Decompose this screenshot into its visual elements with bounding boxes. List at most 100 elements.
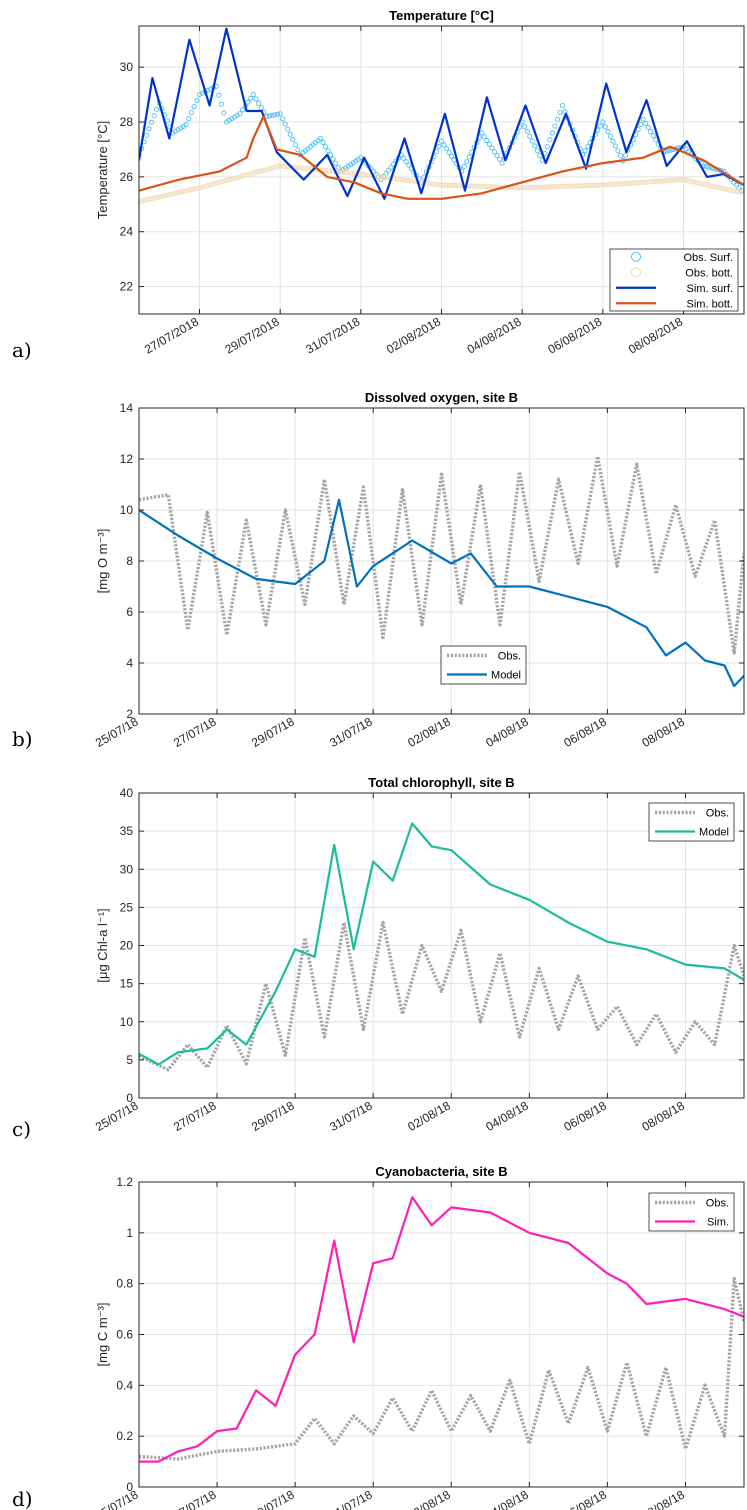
- data-point: [558, 183, 564, 190]
- y-tick-label: 14: [120, 401, 134, 415]
- data-point: [701, 181, 708, 187]
- legend-label: Obs. bott.: [685, 267, 733, 279]
- y-tick-label: 15: [120, 977, 134, 991]
- legend-label: Model: [491, 670, 521, 682]
- data-point: [443, 146, 450, 152]
- series-group: [139, 822, 744, 1072]
- data-point: [569, 183, 575, 189]
- data-point: [139, 152, 142, 158]
- series-group: [139, 1196, 744, 1463]
- data-point: [149, 119, 155, 125]
- data-point: [532, 143, 538, 149]
- data-point: [464, 159, 470, 165]
- data-point: [222, 178, 229, 184]
- data-point: [730, 188, 737, 194]
- y-tick-label: 30: [120, 862, 134, 876]
- data-point: [347, 170, 353, 176]
- data-point: [202, 183, 208, 189]
- y-tick-label: 2: [126, 707, 133, 721]
- data-point: [350, 170, 356, 176]
- data-point: [612, 143, 618, 149]
- data-point: [461, 164, 467, 170]
- data-point: [486, 141, 492, 147]
- data-point: [280, 163, 286, 169]
- data-point: [736, 189, 742, 195]
- data-point: [337, 169, 343, 175]
- data-point: [154, 106, 160, 112]
- panel-c: 0 5 10 15 20 25 30 35 40 25/07/18 27/07/18 29/07/18…: [12, 775, 745, 1141]
- data-point: [251, 170, 257, 176]
- legend-box: [648, 802, 735, 842]
- panel-label: d): [12, 1487, 33, 1510]
- y-axis-label: Temperature [°C]: [95, 121, 110, 219]
- panel-label: c): [12, 1117, 31, 1141]
- x-tick-label: 25/07/18: [93, 1487, 141, 1510]
- data-point: [554, 116, 561, 122]
- data-point: [218, 101, 224, 107]
- data-point: [287, 131, 293, 137]
- data-point: [144, 197, 150, 203]
- data-point: [589, 182, 595, 188]
- data-point: [250, 92, 256, 98]
- series-line: [139, 822, 744, 1066]
- data-point: [527, 133, 533, 139]
- data-point: [402, 177, 408, 183]
- x-tick-label: 02/08/18: [405, 1098, 453, 1134]
- data-point: [496, 156, 503, 162]
- legend: Obs. Surf. Obs. bott. Sim. surf. Sim. bott.: [609, 248, 739, 312]
- data-point: [399, 177, 406, 183]
- data-point: [321, 167, 327, 173]
- y-tick-label: 12: [120, 452, 134, 466]
- panel-d: 0 0.2 0.4 0.6 0.8 1 1.2 25/07/18 27/07/18 29/07/1…: [12, 1164, 745, 1510]
- data-point: [146, 126, 152, 132]
- data-point: [600, 182, 606, 188]
- x-tick-label: 31/07/2018: [303, 314, 362, 356]
- data-point: [662, 178, 668, 184]
- data-point: [237, 111, 243, 117]
- y-axis-label: [μg Chl-a l⁻¹]: [95, 908, 110, 982]
- data-point: [295, 147, 301, 153]
- data-point: [457, 183, 463, 189]
- data-point: [522, 124, 528, 130]
- y-tick-label: 10: [120, 503, 134, 517]
- y-tick-label: 25: [120, 900, 134, 914]
- x-tick-label: 04/08/18: [483, 714, 531, 750]
- data-point: [403, 159, 409, 165]
- data-point: [248, 95, 254, 101]
- y-tick-label: 35: [120, 824, 134, 838]
- data-point: [441, 182, 447, 188]
- x-tick-label: 08/08/18: [639, 714, 687, 750]
- data-point: [225, 177, 231, 183]
- x-tick-label: 27/07/18: [171, 1487, 219, 1510]
- data-point: [649, 179, 655, 185]
- data-point: [644, 179, 650, 185]
- data-point: [282, 163, 288, 169]
- x-tick-label: 31/07/18: [327, 1098, 375, 1134]
- legend-box: [648, 1192, 735, 1232]
- data-point: [157, 194, 163, 200]
- data-point: [269, 165, 275, 171]
- data-point: [212, 181, 218, 187]
- data-point: [485, 184, 491, 190]
- data-point: [549, 130, 555, 136]
- data-point: [306, 166, 312, 172]
- data-point: [643, 120, 649, 126]
- data-point: [691, 179, 697, 185]
- data-point: [657, 178, 663, 184]
- data-point: [425, 180, 432, 186]
- data-point: [519, 185, 525, 191]
- data-point: [491, 149, 497, 155]
- x-tick-label: 27/07/2018: [142, 314, 201, 356]
- data-point: [550, 184, 556, 190]
- series-line: [139, 1196, 744, 1463]
- data-point: [597, 123, 603, 129]
- data-point: [175, 190, 182, 196]
- legend: Obs. Sim.: [648, 1192, 735, 1232]
- y-tick-label: 0: [126, 1091, 133, 1105]
- data-point: [699, 181, 705, 187]
- data-point: [282, 121, 288, 127]
- data-point: [191, 104, 197, 110]
- data-point: [522, 185, 528, 191]
- data-point: [256, 100, 262, 106]
- data-point: [584, 183, 590, 189]
